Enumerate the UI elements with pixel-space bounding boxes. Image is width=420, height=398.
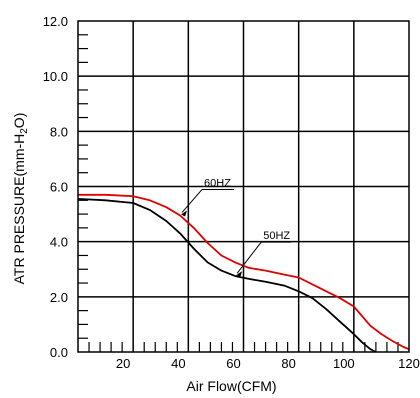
y-tick-label: 4.0 bbox=[50, 235, 68, 250]
series-group bbox=[77, 193, 410, 353]
y-axis-title-end: O) bbox=[11, 113, 27, 129]
x-tick-label: 60 bbox=[226, 356, 240, 371]
y-tick-label: 6.0 bbox=[50, 180, 68, 195]
y-tick-label: 8.0 bbox=[50, 124, 68, 139]
series-line-50hz bbox=[77, 198, 377, 353]
y-axis-title: ATR PRESSURE(mm-H2O) bbox=[11, 113, 30, 285]
y-tick-label: 0.0 bbox=[50, 345, 68, 360]
x-tick-label: 120 bbox=[398, 356, 420, 371]
y-tick-label: 2.0 bbox=[50, 290, 68, 305]
annotations: 60HZ 50HZ bbox=[181, 177, 292, 278]
x-tick-label: 80 bbox=[281, 356, 295, 371]
series-line-60hz bbox=[78, 193, 410, 351]
grid bbox=[78, 21, 409, 352]
annotation-arrowhead bbox=[236, 271, 243, 278]
x-tick-label: 100 bbox=[333, 356, 355, 371]
x-axis-title: Air Flow(CFM) bbox=[186, 378, 276, 394]
y-tick-label: 12.0 bbox=[43, 14, 68, 29]
annotation-leader bbox=[236, 241, 262, 274]
y-tick-label: 10.0 bbox=[43, 69, 68, 84]
annotation-arrowhead bbox=[181, 210, 188, 217]
y-axis-title-main: ATR PRESSURE(mm-H bbox=[11, 134, 27, 285]
tick-labels: 20 40 60 80 100 120 0.0 2.0 4.0 6.0 8.0 10.0 12.0 bbox=[43, 14, 420, 371]
plot-frame bbox=[77, 20, 410, 353]
x-tick-label: 40 bbox=[171, 356, 185, 371]
annotation-label: 60HZ bbox=[204, 177, 231, 189]
annotation-label: 50HZ bbox=[263, 230, 290, 242]
y-axis-title-subscript: 2 bbox=[19, 128, 30, 134]
x-tick-label: 20 bbox=[116, 356, 130, 371]
annotation-leader bbox=[181, 189, 203, 213]
minor-ticks bbox=[78, 34, 399, 352]
